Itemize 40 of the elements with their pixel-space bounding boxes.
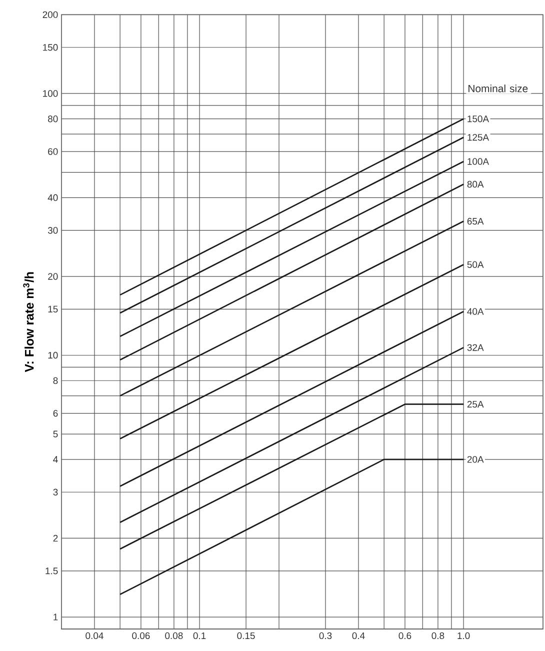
- x-tick-label: 0.3: [319, 632, 332, 640]
- y-tick-label: 30: [48, 227, 58, 234]
- y-tick-label: 3: [53, 488, 58, 496]
- x-tick-label: 0.06: [132, 632, 150, 640]
- series-label: 125A: [468, 134, 490, 141]
- y-tick-label: 4: [53, 456, 58, 463]
- y-tick-label: 6: [53, 410, 58, 417]
- x-tick-label: 0.04: [86, 632, 104, 640]
- series-label: 40A: [467, 308, 484, 315]
- series-label: 32A: [467, 344, 484, 351]
- series-label: 100A: [468, 158, 490, 165]
- y-tick-label: 40: [48, 194, 58, 201]
- x-tick-label: 1.0: [458, 632, 470, 640]
- y-tick-label: 1.5: [46, 568, 58, 574]
- x-tick-label: 0.6: [398, 632, 412, 640]
- y-tick-label: 100: [43, 90, 58, 97]
- series-label: 20A: [467, 456, 484, 463]
- y-tick-label: 60: [48, 148, 58, 155]
- y-tick-label: 8: [53, 377, 58, 384]
- y-tick-label: 15: [48, 306, 58, 312]
- legend-title: Nominal size: [468, 84, 528, 92]
- series-label: 150A: [468, 116, 490, 122]
- series-label: 50A: [467, 261, 484, 268]
- y-tick-label: 200: [42, 11, 58, 18]
- x-tick-label: 0.8: [432, 632, 444, 640]
- y-tick-label: 80: [48, 116, 58, 122]
- y-tick-label: 2: [53, 534, 58, 542]
- y-tick-label: 10: [48, 352, 58, 359]
- y-tick-label: 5: [53, 430, 58, 438]
- x-tick-label: 0.15: [237, 632, 255, 640]
- x-tick-label: 0.08: [165, 632, 183, 640]
- series-label: 80A: [467, 180, 484, 188]
- x-tick-label: 0.4: [352, 632, 365, 640]
- x-tick-label: 0.1: [193, 632, 206, 640]
- y-tick-label: 1: [54, 614, 58, 620]
- y-tick-label: 150: [43, 44, 58, 51]
- y-axis-title: V: Flow rate m$^{3}$/h: [23, 272, 34, 372]
- series-label: 25A: [467, 400, 484, 408]
- series-label: 65A: [467, 218, 484, 225]
- y-tick-label: 20: [48, 273, 58, 280]
